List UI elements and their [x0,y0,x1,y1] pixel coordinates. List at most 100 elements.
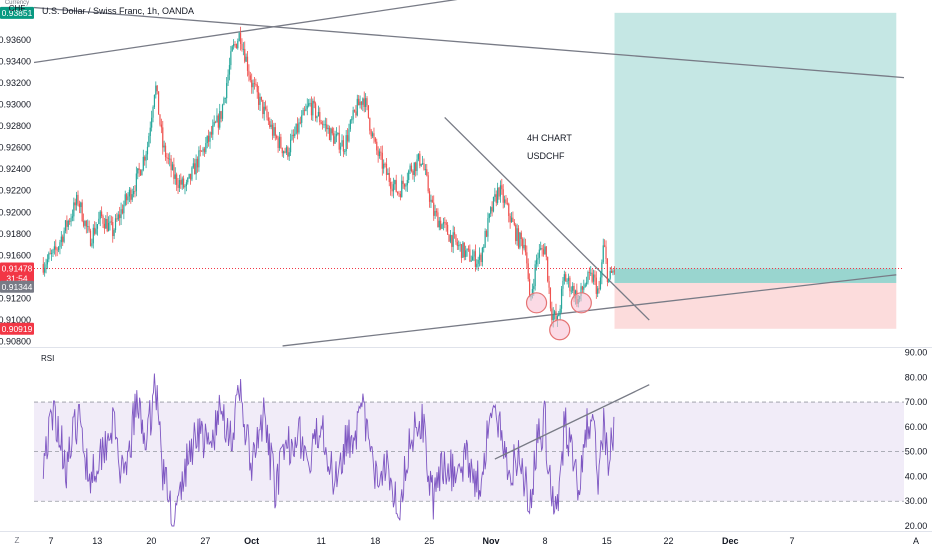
candle-body [234,43,236,45]
candle-body [535,259,538,265]
candle-body [151,117,153,128]
candle-body [220,111,222,119]
candle-body [230,51,232,66]
candle-body [317,111,319,117]
candle-body [94,227,96,234]
candle-body [310,102,313,116]
candle-body [502,189,504,203]
candle-body [120,209,122,219]
candle-body [545,246,547,257]
candle-body [447,224,449,235]
candle-body [155,85,157,95]
candle-body [435,211,438,213]
candle-body [137,168,139,174]
candle-body [107,223,110,232]
candle-body [359,101,361,106]
candle-body [270,124,272,128]
candle-body [541,248,543,250]
candle-body [330,128,332,141]
candle-body [534,264,536,287]
candle-body [444,222,446,223]
candle-body [417,153,420,160]
candle-body [610,271,613,273]
candle-body [562,280,564,289]
candle-body [255,83,257,85]
candle-body [259,96,261,105]
time-tick-label: A [913,536,919,546]
bottom-left-label[interactable]: Z [15,536,20,545]
candle-body [395,180,397,192]
candle-body [296,123,299,133]
time-tick-label: 7 [48,536,53,546]
candle-body [84,221,86,226]
candle-body [183,178,185,188]
candle-body [599,277,602,289]
price-tag-entry-text: 0.91344 [2,282,33,292]
candle-body [249,75,251,81]
candle-body [287,147,289,157]
candle-body [460,244,463,258]
candle-body [608,278,610,283]
candle-body [242,48,244,50]
candle-body [124,194,126,205]
candle-body [531,288,533,295]
rsi-tick-label: 20.00 [905,521,928,531]
candle-body [585,282,588,285]
candle-body [594,274,596,278]
candle-body [51,253,53,254]
candle-body [291,134,293,140]
candle-body [581,286,584,290]
candle-body [609,271,611,279]
candle-body [195,158,197,175]
candle-body [233,43,235,47]
candle-body [351,119,353,121]
rsi-tick-label: 30.00 [905,496,928,506]
candle-body [549,287,552,309]
time-tick-label: 27 [200,536,210,546]
candle-body [110,221,112,223]
candle-body [167,158,169,159]
candle-body [109,221,111,224]
highlighted-lows [525,292,592,341]
candle-body [331,128,333,134]
candle-body [452,232,454,247]
candle-body [87,226,89,228]
candle-body [490,207,492,214]
candle-body [132,190,135,195]
price-tag-current-text: 31:54 [6,274,28,284]
time-tick-label: 13 [92,536,102,546]
candle-body [374,138,376,142]
candle-body [398,193,400,194]
candle-body [428,191,431,202]
time-axis[interactable]: 7 13 20 27 Oct 11 18 25 Nov 8 15 22 Dec 7 A [48,536,919,546]
candle-body [560,288,563,309]
candle-body [208,135,210,142]
candle-body [494,194,496,197]
candle-body [604,245,606,247]
candle-body [590,272,592,274]
candle-body [139,170,142,176]
rsi-tick-label: 90.00 [905,347,928,357]
price-tag-top-text: 0.93851 [2,8,33,18]
time-tick-label: 11 [316,536,325,546]
candle-body [128,189,131,197]
candle-body [473,251,475,257]
candle-body [416,159,418,172]
candle-body [153,94,156,107]
candle-body [116,218,118,220]
candle-body [595,277,597,294]
candle-body [194,163,196,175]
candle-body [420,163,422,166]
candle-body [358,98,360,106]
candle-body [367,105,370,118]
candle-body [523,244,525,249]
candlestick-series [42,26,615,328]
candle-body [567,277,570,281]
candle-body [506,203,508,205]
candle-body [488,213,490,219]
candle-body [214,121,217,123]
candle-body [548,281,550,288]
price-tick-label: 0.91600 [0,250,31,260]
